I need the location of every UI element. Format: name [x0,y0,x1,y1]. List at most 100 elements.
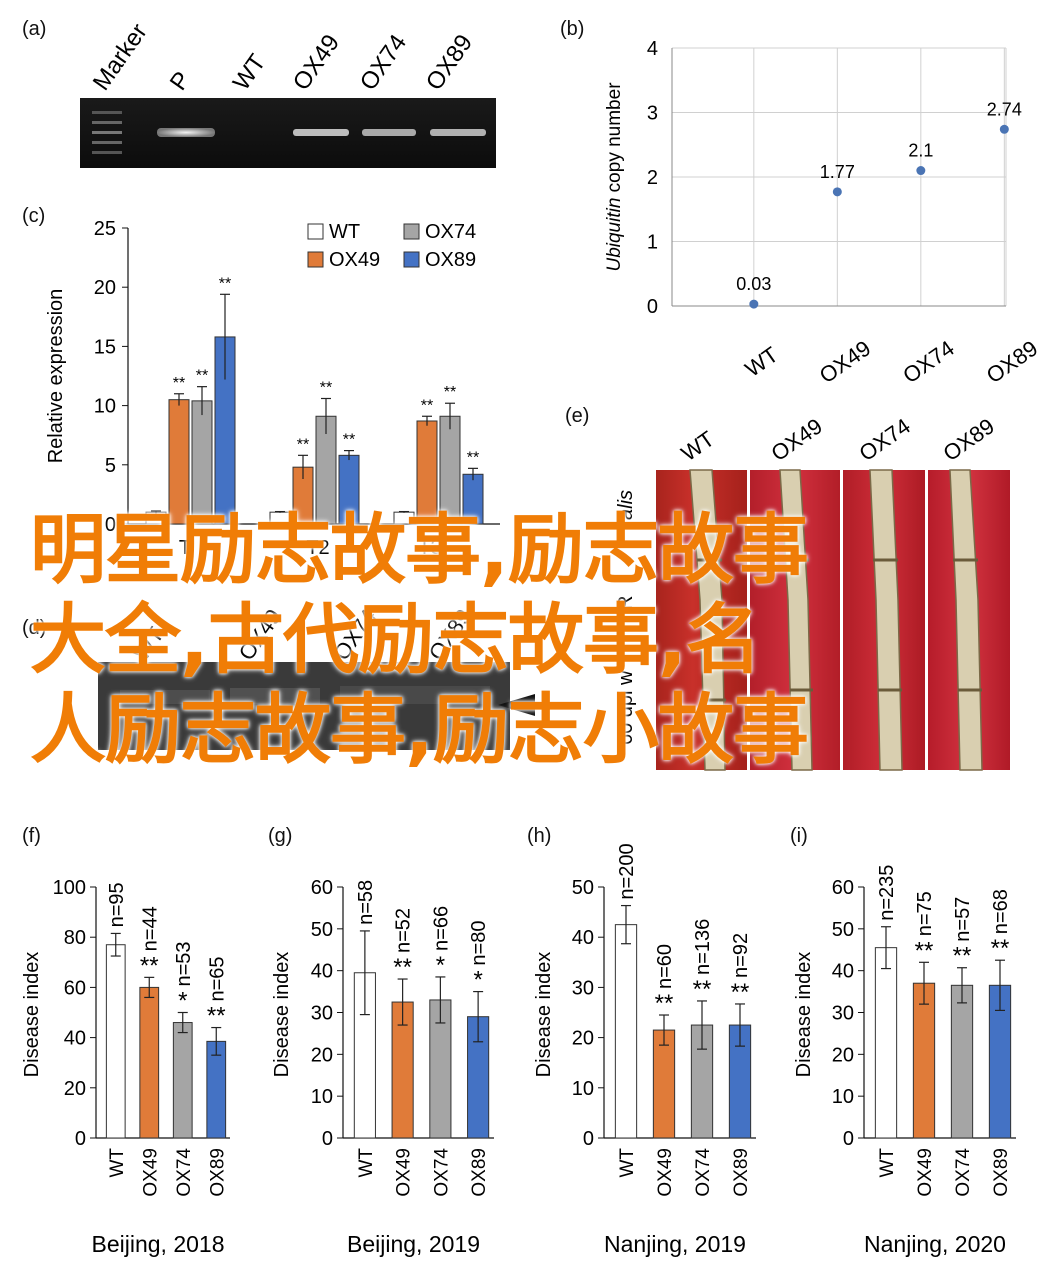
data-label: 2.74 [987,99,1022,119]
data-point [916,166,926,176]
overlay-line-1: 明星励志故事,励志故事 [30,505,809,594]
legend-label: WT [329,221,360,243]
y-axis-label: Relative expression [45,289,67,464]
significance-mark: ** [953,943,972,970]
x-tick-label: WT [617,1148,638,1178]
n-label: n=53 [173,941,195,986]
y-tick-label: 0 [843,1128,854,1150]
significance-mark: ** [320,379,332,396]
bar [172,1022,193,1139]
bar [614,924,638,1139]
overlay-headline: 明星励志故事,励志故事 大全,古代励志故事,名 人励志故事,励志小故事 [30,505,1030,775]
y-tick-label: 20 [311,1044,333,1066]
significance-mark: ** [655,990,674,1017]
overlay-line-3: 人励志故事,励志小故事 [30,685,809,774]
y-axis-label: Disease index [533,952,555,1078]
significance-mark: ** [693,976,712,1003]
x-tick-label: OX74 [898,335,958,388]
y-axis-label-rest: copy number [604,82,625,198]
y-tick-label: 0 [322,1128,333,1150]
x-tick-label: WT [356,1148,377,1178]
bar [912,982,936,1139]
x-tick-label: T2 [306,537,329,559]
n-label: n=92 [730,933,752,978]
legend-label: OX74 [425,221,476,243]
y-axis-label-italic: Ubiquitin [604,198,625,272]
panel-h-letter: (h) [527,825,552,847]
n-label: n=65 [206,956,228,1001]
y-tick-label: 0 [647,296,658,318]
y-axis-label: Disease index [271,952,293,1078]
y-tick-label: 30 [311,1003,333,1025]
bar [874,947,898,1139]
n-label: n=57 [952,897,974,942]
y-tick-label: 4 [647,38,658,60]
significance-mark: ** [173,375,185,392]
y-tick-label: 40 [572,927,594,949]
y-tick-label: 5 [105,455,116,477]
x-tick-label: T [179,537,191,559]
y-axis-label: Disease index [21,952,43,1078]
legend-swatch [403,251,420,268]
y-tick-label: 15 [94,336,116,358]
y-tick-label: 3 [647,103,658,125]
y-tick-label: 10 [832,1086,854,1108]
n-label: n=60 [654,944,676,989]
x-tick-label: OX89 [731,1148,752,1197]
legend-swatch [307,223,324,240]
significance-mark: ** [343,432,355,449]
x-tick-label: OX74 [431,1148,452,1197]
x-tick-label: WT [107,1148,128,1178]
x-axis-label: Beijing, 2018 [92,1231,225,1257]
y-tick-label: 60 [832,877,854,899]
significance-mark: * [473,967,482,994]
n-label: n=44 [139,906,161,951]
y-tick-label: 20 [64,1078,86,1100]
x-axis-label: Nanjing, 2020 [864,1231,1006,1257]
y-tick-label: 100 [53,877,86,899]
data-label: 1.77 [820,162,855,182]
x-axis-label: Beijing, 2019 [347,1231,480,1257]
y-tick-label: 20 [832,1044,854,1066]
x-tick-label: OX49 [655,1148,676,1197]
x-axis-label: Nanjing, 2019 [604,1231,746,1257]
x-tick-label: OX89 [469,1148,490,1197]
y-tick-label: 10 [94,396,116,418]
x-tick-label: OX49 [915,1148,936,1197]
x-tick-label: OX89 [991,1148,1012,1197]
bar [105,944,126,1139]
x-tick-label: OX74 [953,1148,974,1197]
y-tick-label: 0 [105,514,116,536]
x-tick-label: OX89 [207,1148,228,1197]
data-point [999,124,1009,134]
y-tick-label: 40 [832,961,854,983]
panel-d-letter: (d) [22,617,47,639]
x-tick-label: WT [877,1148,898,1178]
significance-mark: ** [444,384,456,401]
x-tick-label: T3 [418,537,441,559]
data-label: 2.1 [908,141,933,161]
significance-mark: ** [421,397,433,414]
x-tick-label: OX49 [394,1148,415,1197]
significance-mark: ** [207,1003,226,1030]
bar [139,986,160,1139]
data-point [832,187,842,197]
y-tick-label: 50 [572,877,594,899]
y-tick-label: 40 [64,1028,86,1050]
y-tick-label: 30 [572,977,594,999]
n-label: n=52 [393,908,415,953]
y-tick-label: 40 [311,961,333,983]
n-label: n=200 [616,843,638,899]
panel-c-letter: (c) [22,205,46,227]
n-label: n=80 [468,921,490,966]
n-label: n=58 [355,880,377,925]
n-label: n=66 [430,906,452,951]
panel-b-letter: (b) [560,18,585,40]
significance-mark: ** [297,436,309,453]
x-tick-label: OX74 [693,1148,714,1197]
x-tick-label: OX49 [140,1148,161,1197]
significance-mark: ** [915,937,934,964]
y-tick-label: 80 [64,927,86,949]
n-label: n=235 [876,865,898,921]
